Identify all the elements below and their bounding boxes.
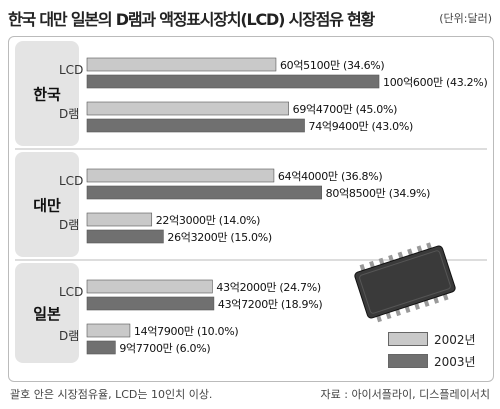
product-label-taiwan-lcd: LCD — [59, 174, 83, 188]
chip-illustration — [354, 242, 456, 323]
value-label-korea-lcd-2003: 100억600만 (43.2%) — [383, 76, 487, 89]
value-label-korea-dram-2003: 74억9400만 (43.0%) — [309, 120, 413, 133]
country-label-japan: 일본 — [33, 305, 61, 323]
bar-taiwan-dram-2003 — [86, 229, 164, 244]
bar-japan-lcd-2003 — [86, 296, 215, 311]
chip-body — [354, 245, 456, 319]
value-label-japan-lcd-2002: 43억2000만 (24.7%) — [216, 281, 320, 294]
product-label-taiwan-dram: D램 — [59, 218, 79, 232]
value-label-japan-dram-2003: 9억7700만 (6.0%) — [119, 342, 210, 355]
bar-korea-lcd-2003 — [86, 74, 380, 89]
value-label-taiwan-lcd-2003: 80억8500만 (34.9%) — [326, 187, 430, 200]
bar-korea-dram-2002 — [86, 101, 289, 116]
bar-taiwan-lcd-2002 — [86, 168, 275, 183]
value-label-taiwan-lcd-2002: 64억4000만 (36.8%) — [278, 170, 382, 183]
chip-bevel — [359, 250, 451, 314]
product-label-japan-dram: D램 — [59, 329, 79, 343]
legend-swatch-2003 — [388, 354, 428, 368]
chart-title: 한국 대만 일본의 D램과 액정표시장치(LCD) 시장점유 현황 — [8, 10, 375, 29]
legend-label-2003: 2003년 — [434, 354, 476, 369]
value-label-korea-lcd-2002: 60억5100만 (34.6%) — [280, 59, 384, 72]
value-label-japan-dram-2002: 14억7900만 (10.0%) — [134, 325, 238, 338]
legend-item-2003: 2003년 — [388, 352, 476, 370]
value-label-korea-dram-2002: 69억4700만 (45.0%) — [293, 103, 397, 116]
unit-label: (단위:달러) — [439, 12, 492, 25]
value-label-japan-lcd-2003: 43억7200만 (18.9%) — [218, 298, 322, 311]
country-label-taiwan: 대만 — [33, 197, 61, 215]
value-label-taiwan-dram-2003: 26억3200만 (15.0%) — [167, 231, 271, 244]
source-note: 자료 : 아이서플라이, 디스플레이서치 — [320, 388, 491, 401]
bar-japan-dram-2003 — [86, 340, 116, 355]
legend-item-2002: 2002년 — [388, 330, 476, 348]
country-band-korea — [15, 41, 79, 146]
bar-chart: 한국 LCD 60억5100만 (34.6%) 100억600만 (43.2%) D램 6… — [15, 41, 488, 363]
bar-korea-lcd-2002 — [86, 57, 277, 72]
product-label-korea-dram: D램 — [59, 107, 79, 121]
value-label-taiwan-dram-2002: 22억3000만 (14.0%) — [156, 214, 260, 227]
footnote: 괄호 안은 시장점유율, LCD는 10인치 이상. — [10, 388, 213, 401]
legend-swatch-2002 — [388, 332, 428, 346]
country-label-korea: 한국 — [33, 86, 61, 104]
legend-label-2002: 2002년 — [434, 332, 476, 347]
bar-taiwan-lcd-2003 — [86, 185, 322, 200]
product-label-korea-lcd: LCD — [59, 63, 83, 77]
bar-korea-dram-2003 — [86, 118, 305, 133]
chart-panel: 한국 LCD 60억5100만 (34.6%) 100억600만 (43.2%) D램 6… — [8, 36, 494, 382]
bar-japan-lcd-2002 — [86, 279, 213, 294]
legend: 2002년 2003년 — [388, 330, 476, 374]
product-label-japan-lcd: LCD — [59, 285, 83, 299]
country-band-taiwan — [15, 152, 79, 257]
bar-japan-dram-2002 — [86, 323, 131, 338]
country-band-japan — [15, 263, 79, 363]
bar-taiwan-dram-2002 — [86, 212, 153, 227]
